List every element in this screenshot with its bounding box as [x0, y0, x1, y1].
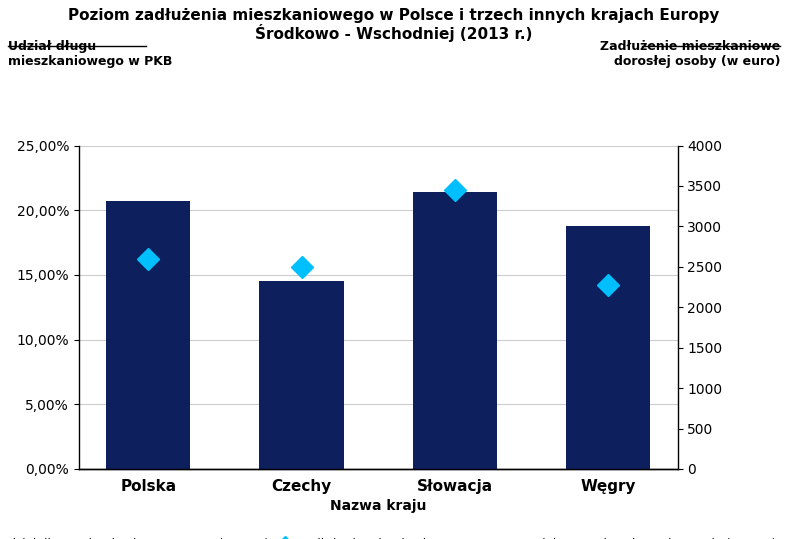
Text: Udział długu
mieszkaniowego w PKB: Udział długu mieszkaniowego w PKB	[8, 40, 173, 68]
Legend: Udział długu mieszkaniowego w PKB (2013 r.), Zadłużenie mieszkaniowe w euro przy: Udział długu mieszkaniowego w PKB (2013 …	[0, 533, 782, 539]
Bar	[106, 201, 191, 469]
Text: Poziom zadłużenia mieszkaniowego w Polsce i trzech innych krajach Europy: Poziom zadłużenia mieszkaniowego w Polsc…	[69, 8, 719, 23]
Text: Środkowo - Wschodniej (2013 r.): Środkowo - Wschodniej (2013 r.)	[255, 24, 533, 42]
Bar	[413, 192, 497, 469]
Text: Udział długu
mieszkaniowego w PKB: Udział długu mieszkaniowego w PKB	[8, 40, 173, 68]
Text: Zadłużenie mieszkaniowe
dorosłej osoby (w euro): Zadłużenie mieszkaniowe dorosłej osoby (…	[600, 40, 780, 68]
Bar	[566, 226, 650, 469]
X-axis label: Nazwa kraju: Nazwa kraju	[330, 499, 426, 513]
Bar	[259, 281, 344, 469]
